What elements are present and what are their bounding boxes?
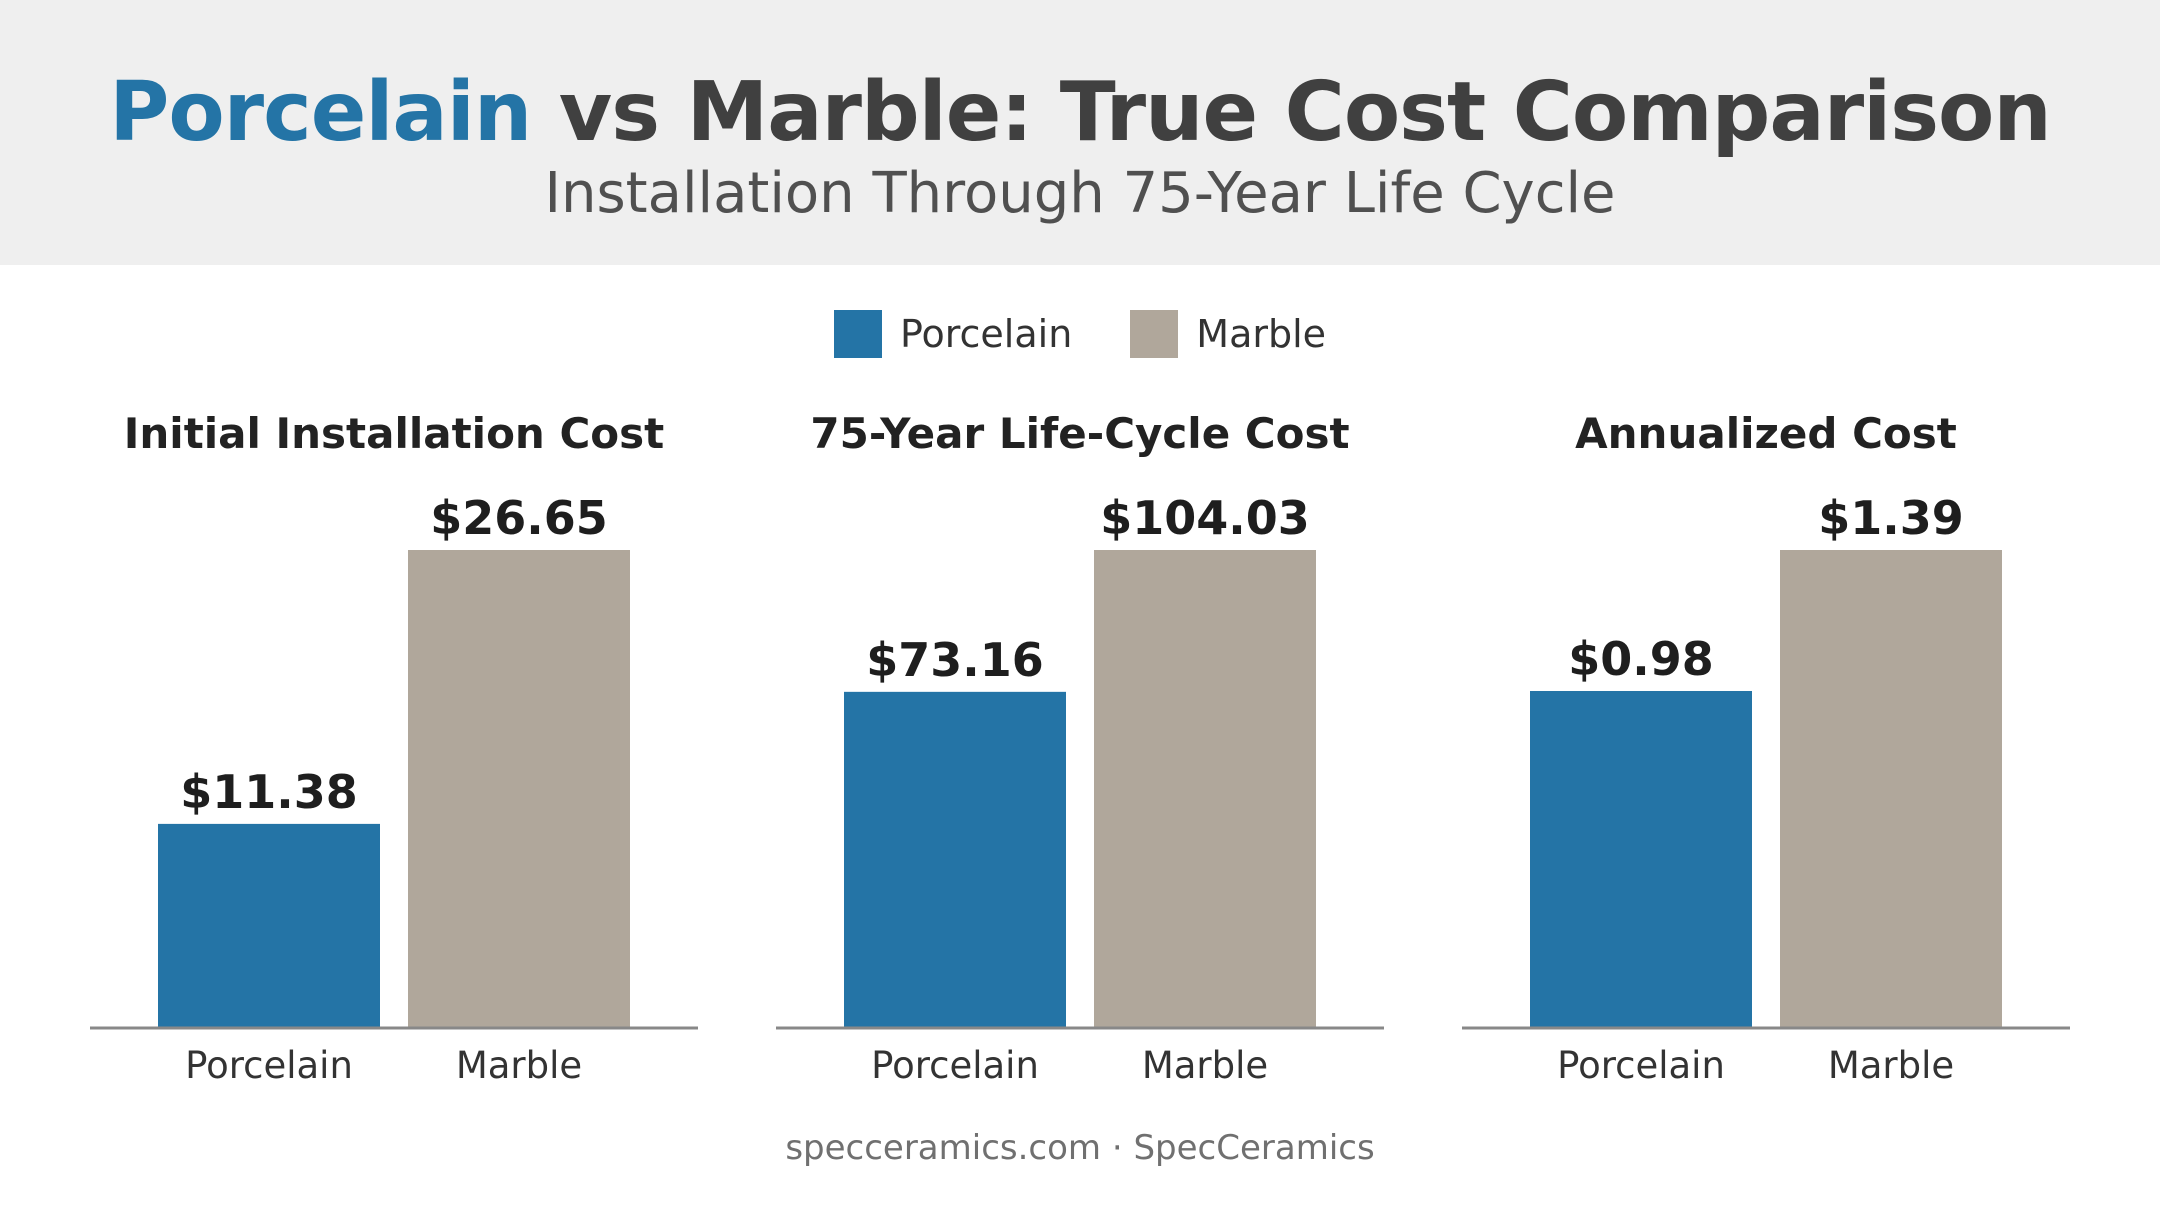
- category-label-annualized-porcelain: Porcelain: [1557, 1044, 1725, 1087]
- data-label-life-cycle-porcelain: $73.16: [866, 633, 1044, 687]
- bar-annualized-marble: [1780, 550, 2002, 1028]
- legend: Porcelain Marble: [0, 304, 2160, 364]
- bar-annualized-porcelain: [1530, 690, 1752, 1028]
- bar-initial-installation-marble: [408, 550, 630, 1028]
- bar-life-cycle-marble: [1094, 550, 1316, 1028]
- data-label-initial-installation-marble: $26.65: [430, 491, 608, 545]
- chart-title-life-cycle: 75-Year Life-Cycle Cost: [810, 409, 1349, 458]
- category-label-life-cycle-marble: Marble: [1142, 1044, 1268, 1087]
- page-subtitle: Installation Through 75-Year Life Cycle: [544, 161, 1616, 226]
- category-label-annualized-marble: Marble: [1828, 1044, 1954, 1087]
- legend-swatch-porcelain: [833, 310, 882, 358]
- bar-initial-installation-porcelain: [158, 823, 380, 1028]
- bar-charts: Initial Installation Cost $11.38 Porcelain…: [90, 409, 2070, 1087]
- chart-title-initial-installation: Initial Installation Cost: [124, 409, 664, 458]
- legend-item-porcelain: Porcelain: [833, 310, 1073, 358]
- legend-item-marble: Marble: [1130, 310, 1326, 358]
- legend-label-marble: Marble: [1196, 312, 1327, 356]
- header: Porcelain vs Marble: True Cost Compariso…: [0, 0, 2160, 265]
- legend-label-porcelain: Porcelain: [899, 312, 1073, 356]
- chart-title-annualized: Annualized Cost: [1575, 409, 1957, 458]
- data-label-life-cycle-marble: $104.03: [1100, 491, 1310, 545]
- category-label-initial-installation-marble: Marble: [456, 1044, 582, 1087]
- bar-life-cycle-porcelain: [844, 691, 1066, 1028]
- legend-swatch-marble: [1130, 310, 1179, 358]
- data-label-annualized-porcelain: $0.98: [1568, 632, 1714, 686]
- footer-credit: specceramics.com · SpecCeramics: [785, 1128, 1375, 1168]
- category-label-initial-installation-porcelain: Porcelain: [185, 1044, 353, 1087]
- page-title: Porcelain vs Marble: True Cost Compariso…: [0, 58, 2160, 168]
- title-rest: vs Marble: True Cost Comparison: [531, 65, 2052, 160]
- data-label-initial-installation-porcelain: $11.38: [180, 765, 358, 819]
- data-label-annualized-marble: $1.39: [1818, 491, 1964, 545]
- title-highlight: Porcelain: [109, 65, 532, 160]
- category-label-life-cycle-porcelain: Porcelain: [871, 1044, 1039, 1087]
